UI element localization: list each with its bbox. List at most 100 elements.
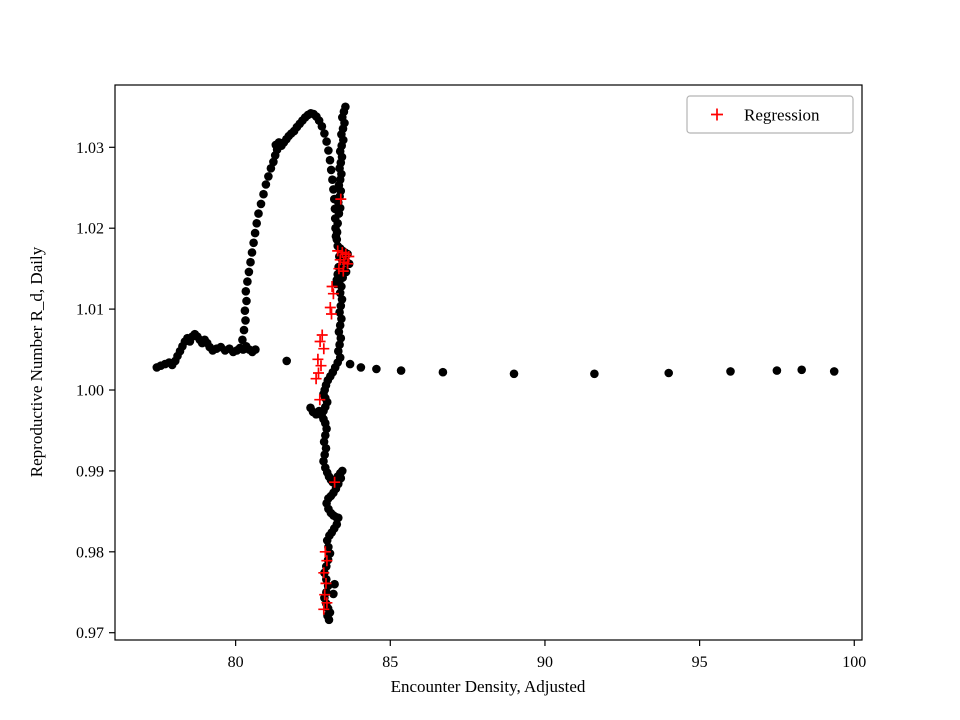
regression-point (327, 288, 339, 300)
x-tick-label: 100 (842, 654, 866, 671)
regression-point (318, 567, 330, 579)
y-tick-label: 1.00 (76, 383, 104, 400)
data-point (319, 437, 329, 447)
data-point (282, 356, 292, 366)
y-tick-label: 1.03 (76, 140, 104, 157)
data-point (335, 321, 345, 330)
x-axis-label: Encounter Density, Adjusted (391, 677, 586, 696)
data-point (332, 235, 342, 244)
regression-point (320, 577, 332, 589)
regression-point (329, 476, 341, 488)
data-point (325, 155, 335, 165)
data-point (238, 335, 247, 345)
data-point (252, 219, 261, 228)
data-point (324, 615, 334, 625)
y-tick-label: 0.99 (76, 463, 104, 480)
data-point (256, 199, 266, 209)
data-point (241, 287, 251, 296)
regression-point (314, 394, 326, 406)
regression-point (315, 360, 327, 372)
data-point (247, 248, 257, 257)
data-point (336, 333, 346, 343)
data-point (324, 146, 333, 155)
axis-ticks: 80 85 90 95 100 0.97 0.98 0.99 1.00 1.01 1.02 1.03 (76, 140, 866, 671)
data-point (509, 369, 519, 379)
data-point (246, 257, 255, 267)
data-point (396, 366, 406, 375)
data-point (261, 180, 271, 189)
data-point (329, 589, 338, 599)
data-point (336, 301, 346, 311)
data-point (264, 172, 273, 181)
data-point (254, 209, 263, 218)
legend: Regression (686, 95, 854, 134)
regression-point (319, 546, 331, 558)
x-tick-label: 80 (228, 654, 244, 671)
data-point (319, 456, 328, 466)
y-axis-label: Reproductive Number R_d, Daily (27, 246, 46, 477)
series-trajectory-points (152, 102, 839, 625)
data-point (317, 122, 327, 131)
regression-point (318, 603, 330, 615)
regression-point (335, 193, 347, 205)
data-point (772, 366, 782, 375)
data-point (322, 536, 332, 545)
data-point (242, 296, 251, 306)
data-point (306, 403, 315, 413)
data-point (333, 219, 343, 228)
plot-border (114, 84, 863, 641)
regression-point (343, 251, 355, 262)
x-tick-label: 90 (537, 654, 553, 671)
data-point (322, 424, 331, 434)
regression-point (312, 353, 324, 365)
y-tick-label: 0.97 (76, 625, 104, 642)
data-point (244, 267, 254, 277)
data-point (320, 450, 330, 460)
data-point (337, 282, 346, 291)
legend-plus-icon (711, 108, 723, 121)
data-point (797, 365, 806, 375)
data-point (243, 277, 252, 286)
data-point (334, 513, 343, 523)
regression-point (337, 265, 349, 277)
data-point (438, 367, 448, 377)
data-point (259, 189, 268, 199)
x-tick-label: 95 (692, 654, 708, 671)
regression-point (319, 589, 331, 601)
data-point (240, 306, 250, 316)
regression-point (332, 245, 344, 257)
y-tick-label: 1.01 (76, 302, 104, 319)
data-point (338, 466, 347, 476)
data-point (321, 444, 331, 453)
data-point (372, 364, 381, 374)
data-point (330, 579, 339, 589)
data-point (250, 228, 260, 238)
y-tick-label: 0.98 (76, 544, 104, 561)
regression-point (316, 329, 328, 341)
regression-point (314, 336, 326, 347)
y-tick-label: 1.02 (76, 221, 104, 238)
data-point (320, 129, 329, 138)
legend-label: Regression (744, 106, 820, 125)
data-point (334, 209, 344, 218)
data-point (321, 431, 330, 440)
series-regression-points (310, 193, 355, 615)
regression-point (326, 281, 338, 292)
data-point (664, 368, 673, 378)
legend-box (686, 95, 854, 134)
regression-point (310, 373, 322, 385)
regression-point (324, 302, 336, 313)
data-point (337, 295, 347, 304)
data-point (328, 175, 337, 184)
data-point (249, 238, 258, 248)
data-point (829, 367, 839, 376)
regression-point (321, 555, 333, 567)
data-point (332, 227, 342, 237)
data-point (726, 367, 735, 376)
regression-point (326, 308, 337, 320)
data-point (335, 288, 345, 298)
data-point (335, 308, 344, 317)
data-point (251, 345, 260, 354)
